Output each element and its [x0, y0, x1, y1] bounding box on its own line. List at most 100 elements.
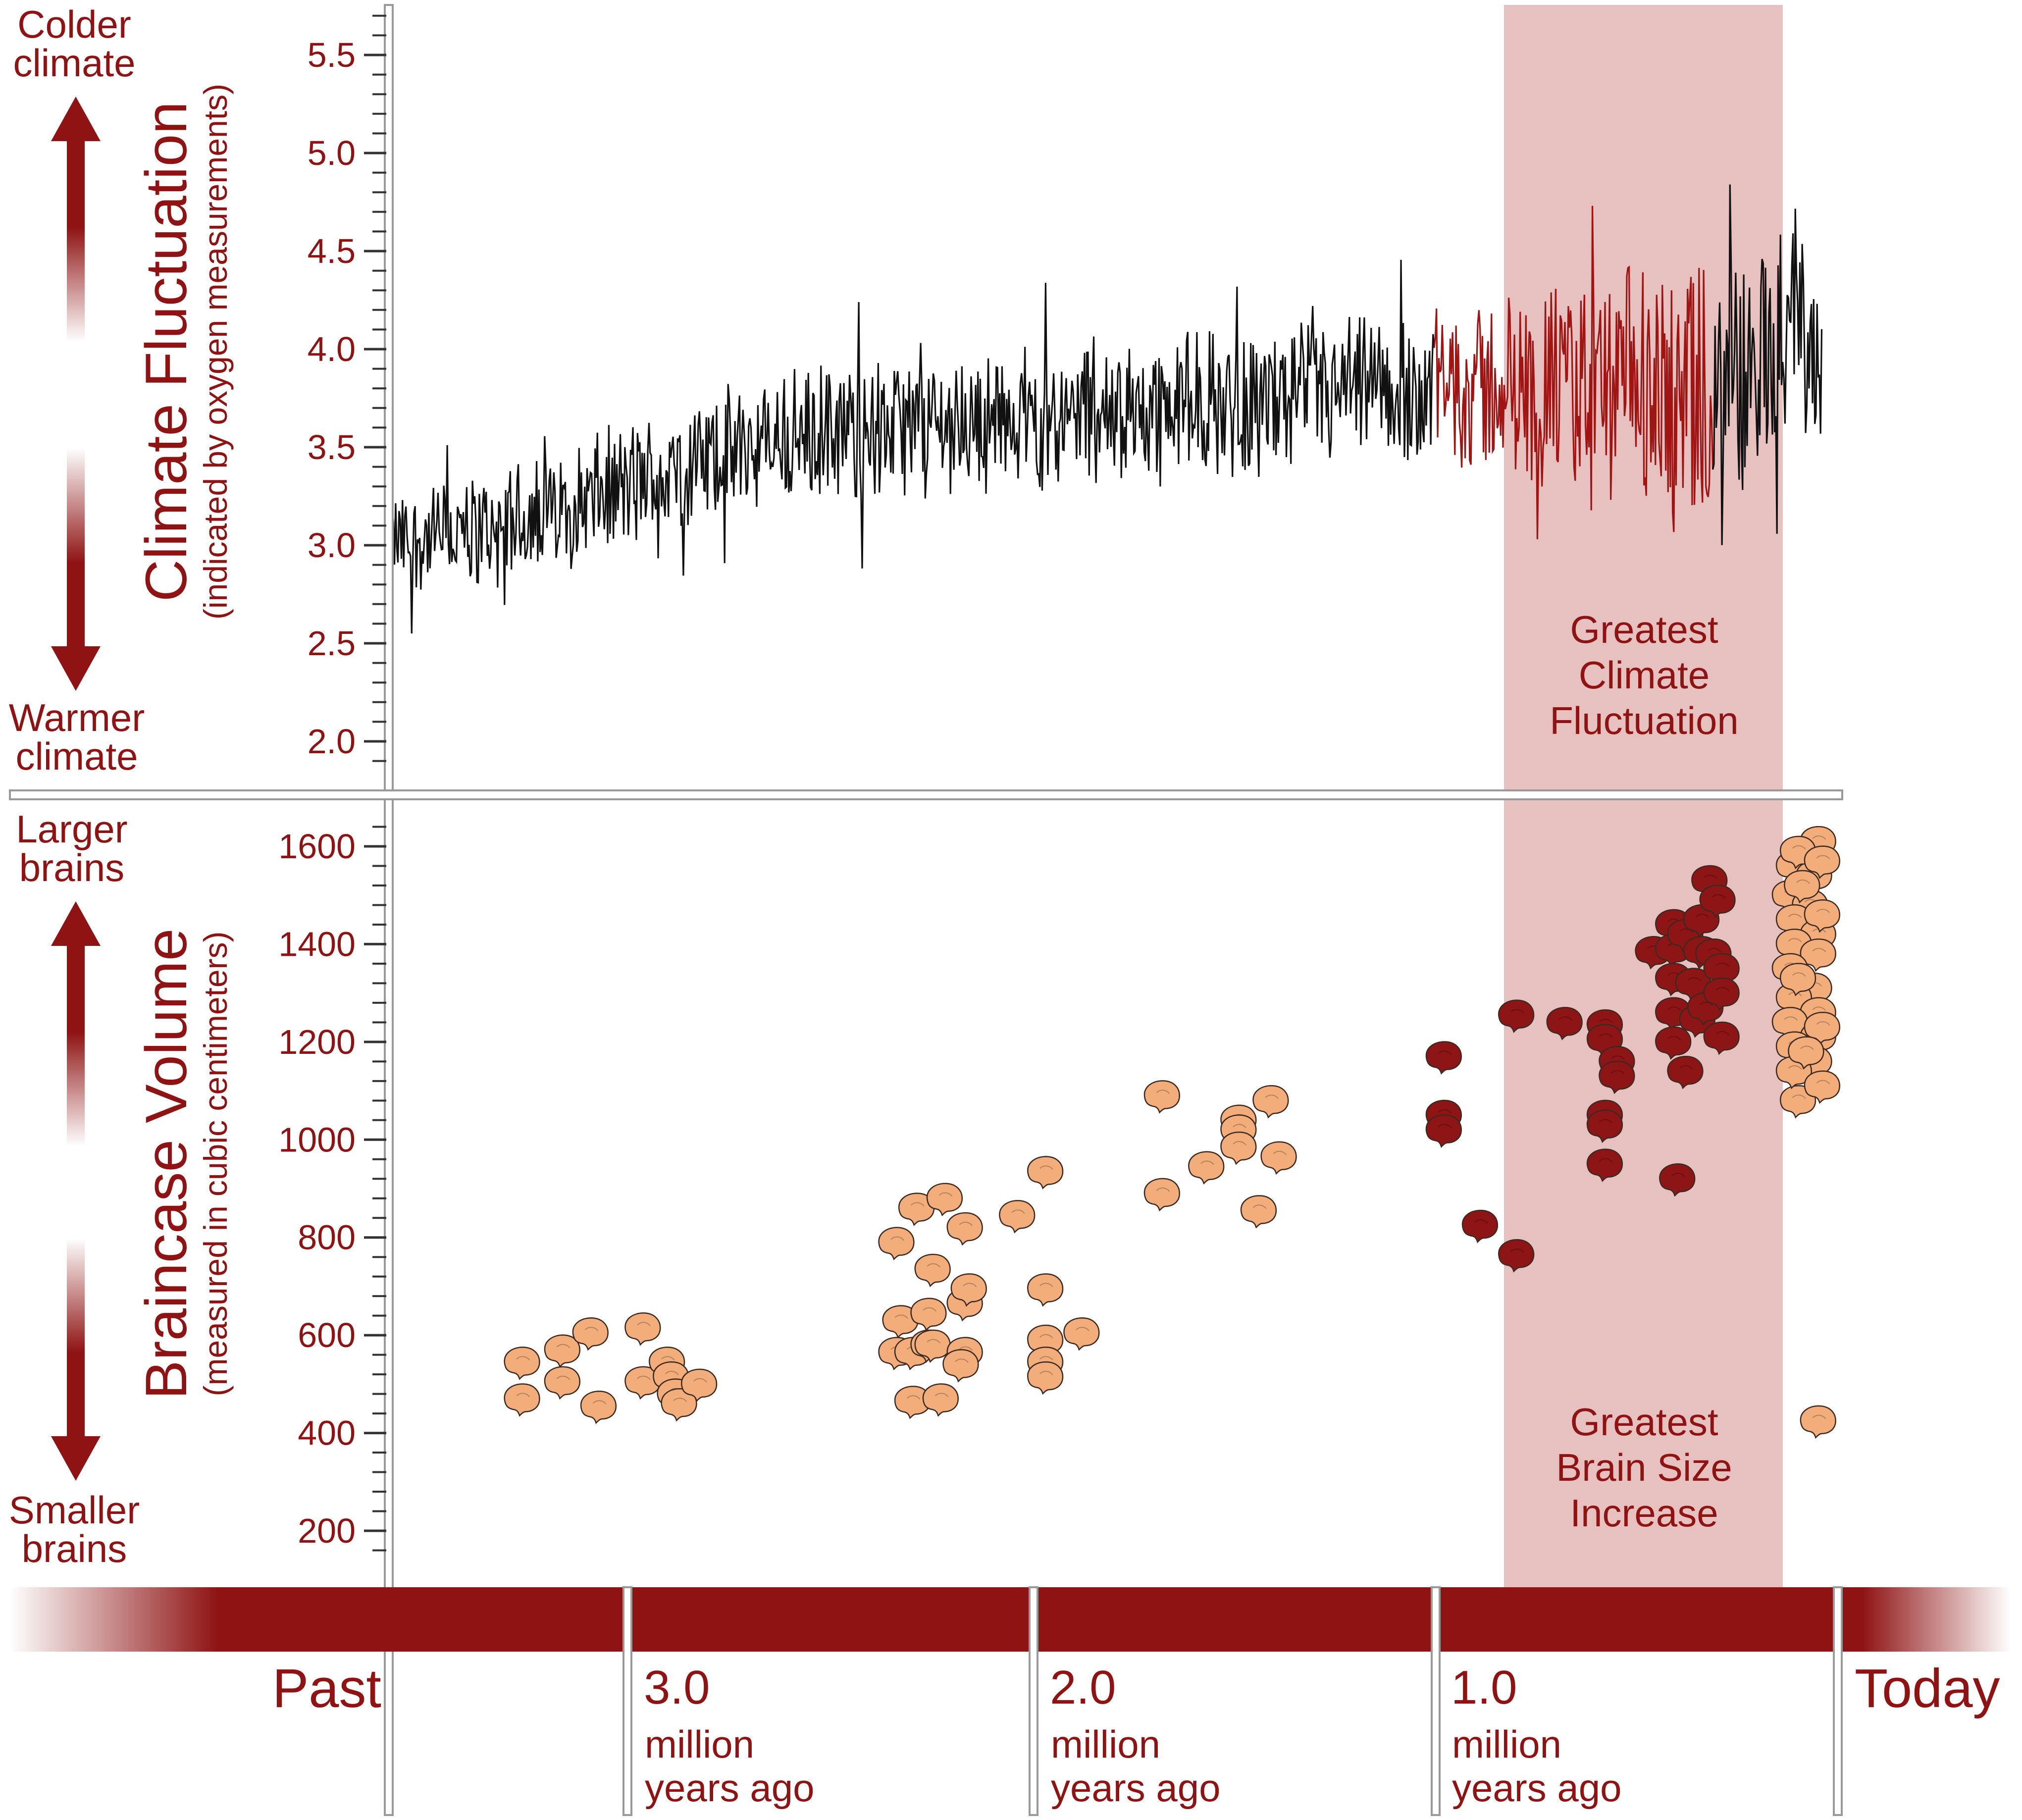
- brain-point-dark-shape: [1586, 1148, 1623, 1182]
- brain-point-orange-fold: [673, 1398, 687, 1402]
- climate-plot: [388, 184, 1823, 634]
- climate-tick-label: 4.0: [308, 330, 356, 368]
- brain-point-orange: [1063, 1317, 1100, 1351]
- brain-point-dark: [1546, 1007, 1583, 1040]
- brain-point-orange-fold: [1039, 1356, 1053, 1361]
- timeline-2-number: 2.0: [1050, 1661, 1116, 1714]
- brain-point-dark-shape: [1599, 1060, 1635, 1094]
- brain-point-dark-fold: [1510, 1009, 1524, 1014]
- brain-point-dark-fold: [1687, 977, 1702, 982]
- brain-point-orange: [1260, 1141, 1297, 1175]
- brain-point-orange-shape: [1252, 1085, 1289, 1119]
- brain-point-orange-shape: [1784, 870, 1820, 904]
- brain-point-orange-fold: [1156, 1187, 1170, 1192]
- brain-point-orange-fold: [1788, 1065, 1802, 1070]
- brain-point-dark-shape: [1498, 999, 1535, 1033]
- climate-tick-label: 5.5: [308, 36, 356, 74]
- brain-point-orange-fold: [938, 1192, 953, 1197]
- brain-point-dark-fold: [1599, 1033, 1613, 1038]
- brain-point-dark-fold: [1599, 1019, 1613, 1023]
- brain-subtitle: (measured in cubic centimeters): [197, 931, 234, 1397]
- brain-point-dark-fold: [1438, 1050, 1452, 1055]
- brain-point-orange-shape: [1804, 845, 1840, 879]
- brain-point-orange-shape: [580, 1391, 617, 1424]
- brain-point-dark-shape: [1667, 1055, 1704, 1090]
- brain-point-orange-shape: [624, 1312, 661, 1346]
- brain-point-orange: [1804, 1070, 1840, 1104]
- brain-point-dark-fold: [1611, 1055, 1625, 1060]
- brain-point-orange-fold: [665, 1371, 679, 1375]
- brain-point-orange-shape: [504, 1347, 540, 1380]
- timeline-past: Past: [272, 1658, 381, 1719]
- brain-point-orange-shape: [1240, 1195, 1277, 1229]
- brain-point-orange-fold: [1812, 1006, 1826, 1011]
- brain-point-orange-fold: [1233, 1141, 1246, 1145]
- brain-point-dark-shape: [1546, 1007, 1583, 1040]
- brain-point-orange-shape: [1788, 1036, 1824, 1070]
- brain-point-dark: [1703, 977, 1740, 1011]
- brain-point-orange-fold: [556, 1375, 570, 1380]
- brain-point-dark-fold: [1715, 962, 1730, 967]
- brain-point-dark-shape: [1699, 884, 1736, 918]
- brain-point-orange-fold: [1265, 1094, 1279, 1099]
- brain-title: Braincase Volume: [134, 928, 199, 1400]
- brain-point-orange-shape: [942, 1349, 979, 1383]
- brain-point-orange-shape: [1027, 1361, 1064, 1395]
- brain-point-orange-fold: [934, 1393, 949, 1398]
- brain-point-orange-shape: [882, 1305, 919, 1339]
- brain-point-orange-fold: [1039, 1371, 1053, 1375]
- brain-point-orange-fold: [959, 1222, 973, 1226]
- brain-point-orange-fold: [1200, 1160, 1214, 1165]
- brain-point-orange: [1027, 1156, 1064, 1190]
- timeline-3-unit2: years ago: [645, 1766, 815, 1810]
- arrow-warmer-head: [51, 646, 101, 691]
- brain-point-orange: [504, 1347, 540, 1380]
- timeline-2-unit: million: [1051, 1722, 1161, 1766]
- brain-point-orange: [1804, 899, 1840, 933]
- brain-point-orange: [1188, 1151, 1225, 1185]
- brain-point-orange-fold: [927, 1339, 941, 1344]
- brain-point-orange-shape: [926, 1183, 963, 1217]
- climate-tick-label: 2.5: [308, 624, 356, 663]
- brain-point-dark-fold: [1667, 1006, 1681, 1011]
- brain-tick-label: 1000: [278, 1120, 356, 1159]
- brain-point-orange: [1027, 1273, 1064, 1307]
- arrow-warmer-shaft: [67, 448, 85, 656]
- brain-point-orange: [1252, 1085, 1289, 1119]
- timeline-1-unit: million: [1452, 1722, 1562, 1766]
- brain-point-orange-fold: [1800, 1045, 1814, 1050]
- timeline-divider-2: [1029, 1586, 1038, 1816]
- brain-point-orange: [898, 1193, 935, 1226]
- brain-point-orange-fold: [637, 1375, 651, 1380]
- brain-point-dark-shape: [1425, 1041, 1462, 1075]
- brain-point-orange: [910, 1298, 947, 1332]
- brain-point-orange: [914, 1253, 951, 1288]
- brain-point-orange: [1784, 870, 1820, 904]
- brain-tick-label: 200: [298, 1511, 356, 1550]
- y-axis-line: [384, 4, 394, 1816]
- brain-point-orange-shape: [1143, 1080, 1180, 1114]
- brain-point-orange-fold: [1273, 1150, 1287, 1155]
- brain-point-orange-fold: [1792, 1094, 1806, 1099]
- brain-point-dark-shape: [1498, 1239, 1535, 1273]
- brain-point-dark: [1461, 1209, 1498, 1244]
- brain-point-dark-fold: [1474, 1219, 1488, 1224]
- brain-point-orange: [1240, 1195, 1277, 1229]
- climate-title: Climate Fluctuation: [134, 102, 199, 602]
- brain-point-orange: [894, 1386, 931, 1419]
- brain-point-dark-fold: [1438, 1109, 1452, 1114]
- brain-point-orange-fold: [1788, 938, 1802, 943]
- climate-tick-label: 3.5: [308, 428, 356, 467]
- brain-point-orange-fold: [693, 1378, 707, 1383]
- climate-series-highlight: [1433, 206, 1714, 539]
- brain-point-dark-shape: [1655, 1026, 1692, 1060]
- brain-point-orange: [580, 1391, 617, 1424]
- arrow-smaller-head: [51, 1436, 101, 1481]
- brain-point-orange-fold: [1816, 909, 1830, 913]
- braincase-plot: [504, 826, 1840, 1439]
- brain-point-orange-fold: [1812, 1414, 1826, 1419]
- climate-subtitle: (indicated by oxygen measurements): [197, 83, 234, 620]
- brain-point-orange-shape: [999, 1200, 1036, 1234]
- brain-point-orange-fold: [516, 1356, 530, 1361]
- climate-series-recent: [1712, 184, 1823, 545]
